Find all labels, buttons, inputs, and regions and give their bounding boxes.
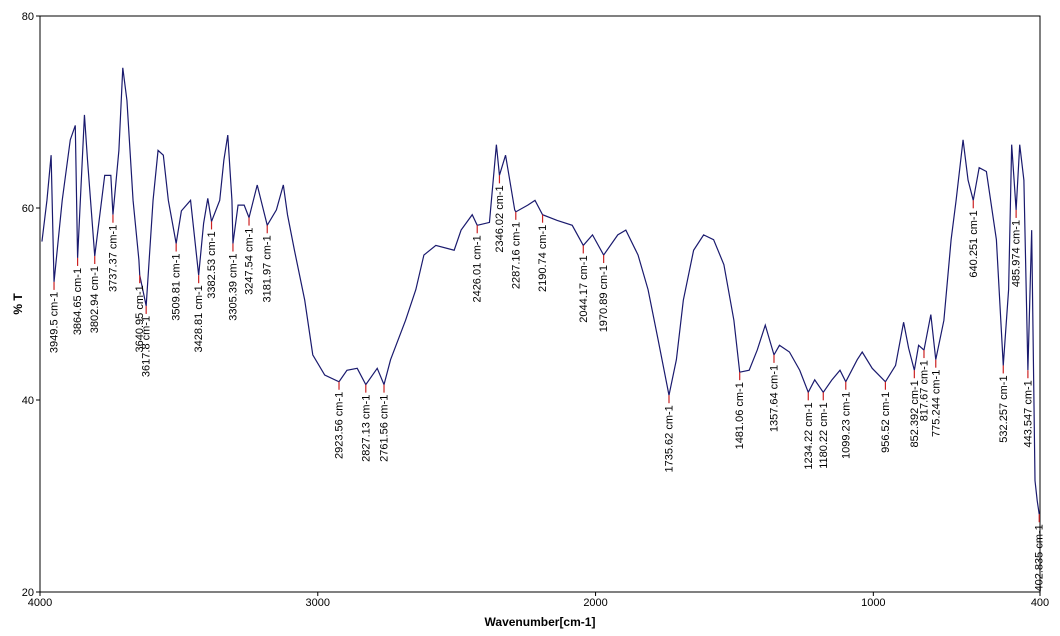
peak-label: 3640.95 cm-1 xyxy=(134,285,146,352)
peak-label: 3737.37 cm-1 xyxy=(107,225,119,292)
peak-label: 3949.5 cm-1 xyxy=(49,292,61,353)
peak-label: 3428.81 cm-1 xyxy=(193,285,205,352)
peak-label: 1970.89 cm-1 xyxy=(598,265,610,332)
peak-label: 3181.97 cm-1 xyxy=(262,235,274,302)
x-tick-label: 4000 xyxy=(28,597,52,609)
x-tick-label: 3000 xyxy=(306,597,330,609)
peak-label: 485.974 cm-1 xyxy=(1011,220,1023,287)
y-tick-label: 80 xyxy=(22,11,34,23)
x-tick-label: 1000 xyxy=(861,597,885,609)
y-tick-label: 20 xyxy=(22,587,34,599)
y-tick-label: 60 xyxy=(22,203,34,215)
peak-label: 1481.06 cm-1 xyxy=(734,382,746,449)
plot-frame xyxy=(39,15,1041,593)
peak-label: 640.251 cm-1 xyxy=(968,210,980,277)
peak-label: 2426.01 cm-1 xyxy=(472,235,484,302)
peak-label: 2346.02 cm-1 xyxy=(494,185,506,252)
x-axis-title: Wavenumber[cm-1] xyxy=(485,615,596,629)
peak-label: 1180.22 cm-1 xyxy=(818,402,830,468)
peak-label: 532.257 cm-1 xyxy=(998,375,1010,442)
peak-label: 852.392 cm-1 xyxy=(909,380,921,447)
peak-label: 2827.13 cm-1 xyxy=(360,395,372,462)
peak-label: 1099.23 cm-1 xyxy=(840,392,852,459)
spectrum-line xyxy=(41,67,1040,515)
peak-label: 3382.53 cm-1 xyxy=(206,231,218,298)
peak-label: 2761.56 cm-1 xyxy=(379,395,391,462)
peak-label: 3617.8 cm-1 xyxy=(141,316,153,377)
peak-label: 3864.65 cm-1 xyxy=(72,268,84,335)
x-tick-label: 400 xyxy=(1031,597,1049,609)
peak-label: 1357.64 cm-1 xyxy=(768,365,780,432)
peak-label: 1735.62 cm-1 xyxy=(663,405,675,472)
peak-label: 3305.39 cm-1 xyxy=(227,254,239,321)
peak-label: 3509.81 cm-1 xyxy=(171,254,183,321)
peak-label: 2923.56 cm-1 xyxy=(334,392,346,459)
peak-label: 956.52 cm-1 xyxy=(880,392,892,453)
peak-label: 443.547 cm-1 xyxy=(1022,380,1034,447)
peak-label: 1234.22 cm-1 xyxy=(803,402,815,469)
peak-label: 2287.16 cm-1 xyxy=(510,222,522,289)
peak-label: 2190.74 cm-1 xyxy=(537,225,549,292)
peak-label: 2044.17 cm-1 xyxy=(578,255,590,322)
peak-label: 3802.94 cm-1 xyxy=(89,266,101,333)
peak-label: 402.835 cm-1 xyxy=(1034,524,1046,591)
peak-label: 775.244 cm-1 xyxy=(930,370,942,437)
y-tick-label: 40 xyxy=(22,395,34,407)
x-tick-label: 2000 xyxy=(583,597,607,609)
peak-label: 3247.54 cm-1 xyxy=(244,228,256,295)
y-axis-title: % T xyxy=(11,293,25,315)
peak-label: 817.67 cm-1 xyxy=(918,360,930,421)
